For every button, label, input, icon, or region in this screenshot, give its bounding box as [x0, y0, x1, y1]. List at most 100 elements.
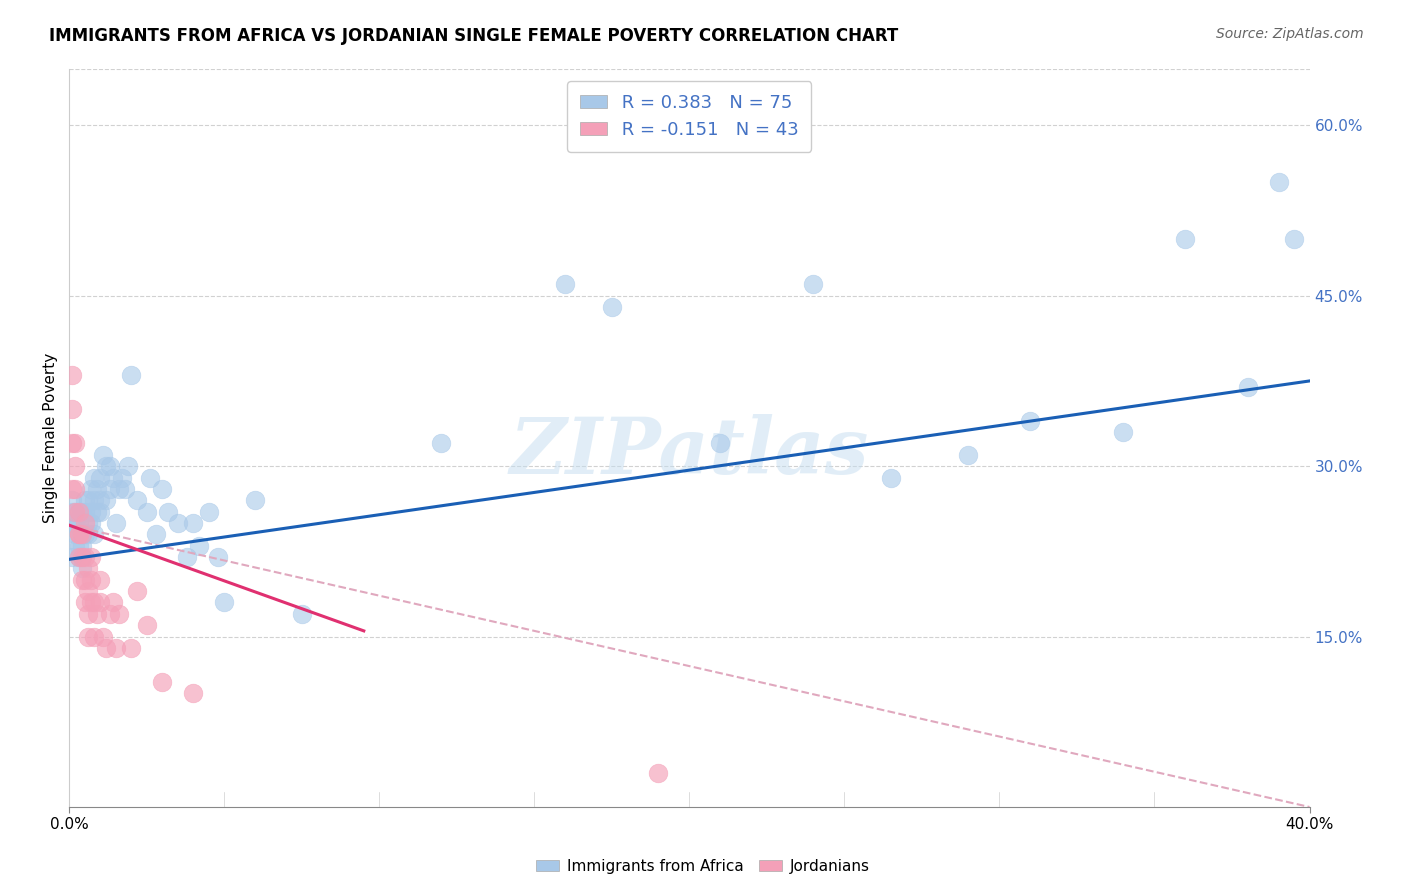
Point [127, 493, 149, 508]
Point [181, 516, 204, 530]
Point [65, 436, 87, 450]
Point [98, 459, 121, 474]
Point [65, 516, 87, 530]
Point [957, 448, 980, 462]
Point [89, 470, 111, 484]
Point [104, 516, 127, 530]
Point [65, 482, 87, 496]
Point [70, 527, 93, 541]
Point [80, 573, 103, 587]
Point [73, 595, 96, 609]
Point [83, 595, 105, 609]
Point [89, 493, 111, 508]
Point [1019, 414, 1042, 428]
Point [245, 493, 267, 508]
Point [135, 505, 157, 519]
Point [80, 595, 103, 609]
Point [96, 493, 118, 508]
Point [67, 549, 90, 564]
Point [76, 607, 98, 621]
Point [135, 618, 157, 632]
Point [139, 470, 162, 484]
Point [89, 505, 111, 519]
Point [80, 549, 103, 564]
Point [70, 527, 93, 541]
Point [89, 573, 111, 587]
Point [67, 549, 90, 564]
Point [60, 549, 83, 564]
Point [70, 561, 93, 575]
Point [67, 505, 90, 519]
Point [65, 459, 87, 474]
Point [188, 539, 211, 553]
Point [70, 549, 93, 564]
Point [176, 549, 198, 564]
Point [67, 516, 90, 530]
Point [1236, 379, 1258, 393]
Point [80, 482, 103, 496]
Point [96, 640, 118, 655]
Point [70, 539, 93, 553]
Point [70, 505, 93, 519]
Point [86, 505, 108, 519]
Point [76, 584, 98, 599]
Point [60, 482, 83, 496]
Point [117, 459, 139, 474]
Point [60, 493, 83, 508]
Point [60, 516, 83, 530]
Point [207, 549, 229, 564]
Point [150, 675, 173, 690]
Point [73, 493, 96, 508]
Point [80, 516, 103, 530]
Point [291, 607, 314, 621]
Point [108, 607, 131, 621]
Point [150, 482, 173, 496]
Point [98, 607, 121, 621]
Point [67, 505, 90, 519]
Point [1174, 232, 1197, 246]
Point [86, 482, 108, 496]
Point [70, 573, 93, 587]
Point [76, 516, 98, 530]
Point [880, 470, 903, 484]
Point [803, 277, 825, 292]
Legend: Immigrants from Africa, Jordanians: Immigrants from Africa, Jordanians [530, 853, 876, 880]
Text: ZIPatlas: ZIPatlas [510, 414, 869, 491]
Point [76, 527, 98, 541]
Legend:  R = 0.383   N = 75,  R = -0.151   N = 43: R = 0.383 N = 75, R = -0.151 N = 43 [567, 81, 811, 152]
Point [101, 595, 124, 609]
Point [101, 470, 124, 484]
Point [60, 402, 83, 417]
Point [83, 470, 105, 484]
Point [89, 595, 111, 609]
Point [600, 300, 623, 314]
Point [145, 527, 167, 541]
Point [197, 505, 219, 519]
Point [127, 584, 149, 599]
Point [65, 539, 87, 553]
Point [114, 482, 136, 496]
Point [60, 368, 83, 383]
Point [73, 549, 96, 564]
Point [91, 630, 114, 644]
Point [73, 516, 96, 530]
Text: Source: ZipAtlas.com: Source: ZipAtlas.com [1216, 27, 1364, 41]
Point [108, 482, 131, 496]
Point [120, 640, 142, 655]
Point [67, 527, 90, 541]
Point [120, 368, 142, 383]
Point [96, 459, 118, 474]
Point [91, 448, 114, 462]
Point [80, 505, 103, 519]
Point [1282, 232, 1305, 246]
Point [157, 505, 180, 519]
Point [1267, 175, 1289, 189]
Point [83, 493, 105, 508]
Point [430, 436, 453, 450]
Point [83, 630, 105, 644]
Point [1112, 425, 1135, 439]
Point [709, 436, 731, 450]
Point [73, 573, 96, 587]
Point [76, 493, 98, 508]
Point [67, 527, 90, 541]
